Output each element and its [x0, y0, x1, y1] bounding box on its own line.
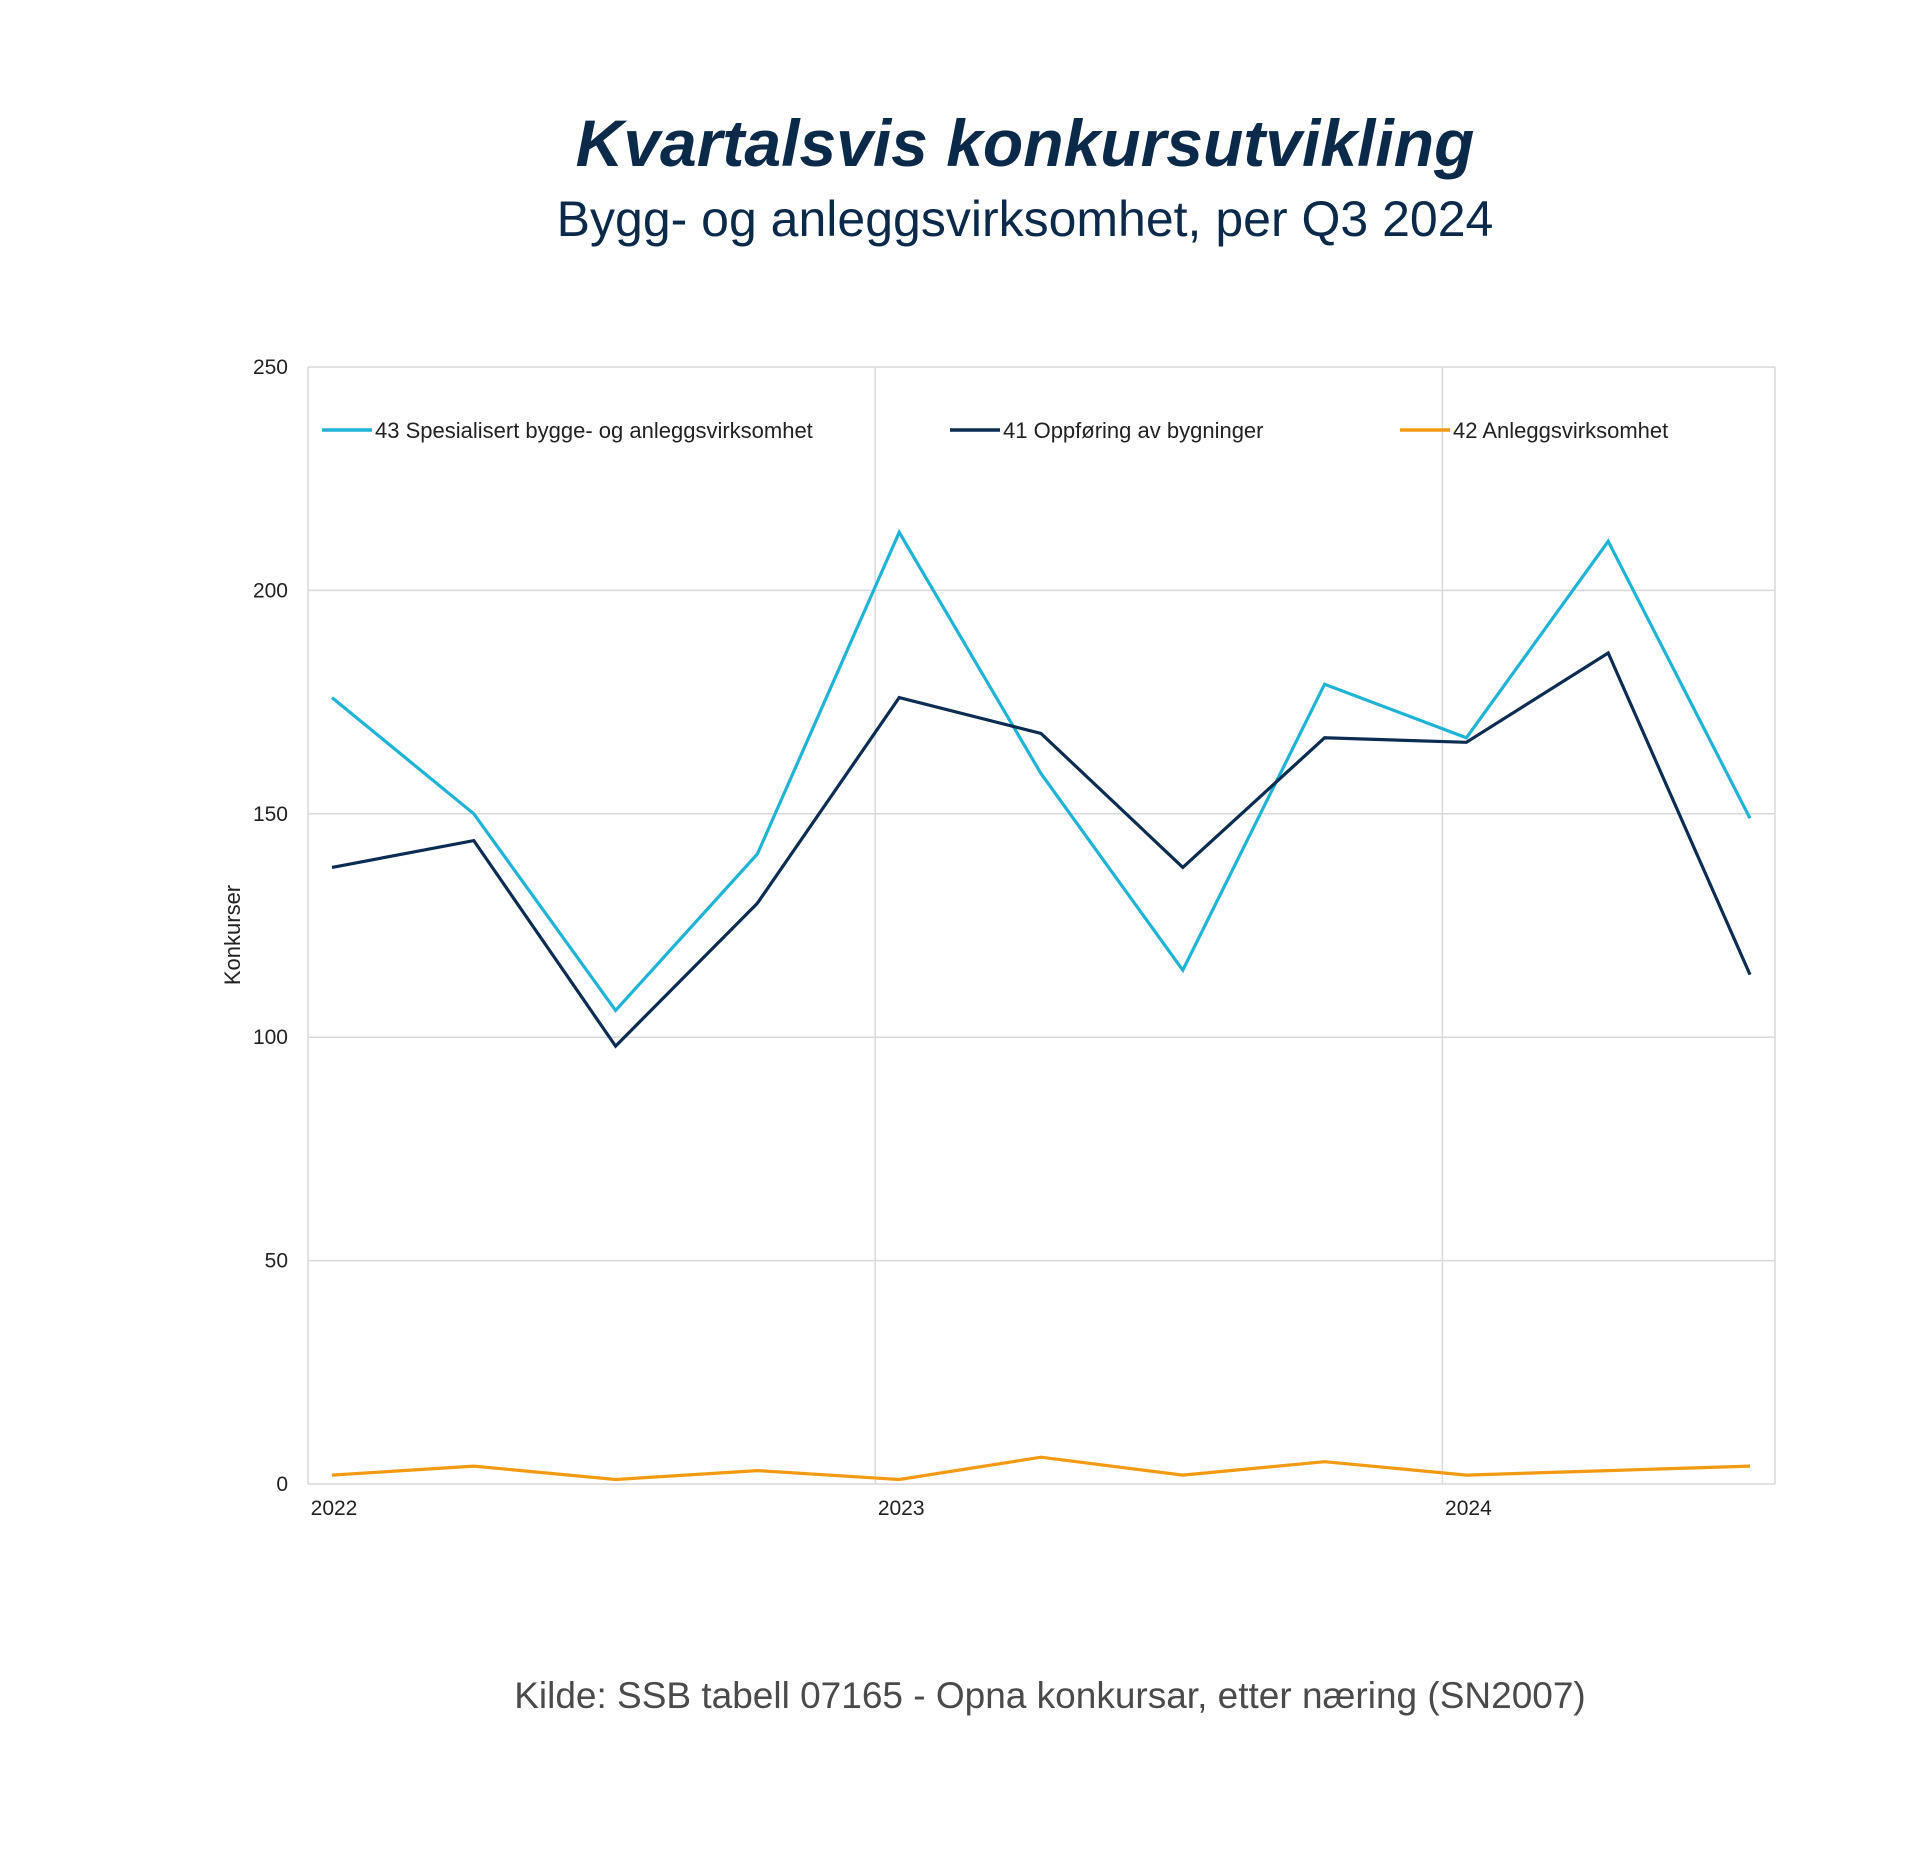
y-tick-label: 150	[253, 803, 288, 826]
series-line	[330, 528, 1752, 1013]
y-tick-label: 200	[253, 579, 288, 602]
y-axis-label: Konkurser	[220, 885, 245, 985]
y-tick-label: 0	[276, 1473, 288, 1496]
legend-label: 41 Oppføring av bygninger	[1003, 418, 1264, 443]
x-tick-label: 2022	[311, 1497, 358, 1520]
chart-subtitle: Bygg- og anleggsvirksomhet, per Q3 2024	[556, 191, 1494, 247]
x-tick-label: 2024	[1445, 1497, 1492, 1520]
x-tick-labels: 2022 2023 2024	[311, 1497, 1492, 1520]
legend: 43 Spesialisert bygge- og anleggsvirksom…	[322, 418, 1668, 443]
grid-lines	[307, 366, 1776, 1485]
legend-label: 42 Anleggsvirksomhet	[1453, 418, 1668, 443]
line-chart: 0 50 100 150 200 250 2022 2023 2024 43 Spesiali…	[220, 356, 1776, 1520]
y-tick-label: 50	[265, 1250, 288, 1273]
y-tick-labels: 0 50 100 150 200 250	[253, 356, 288, 1496]
series-line	[331, 650, 1752, 1049]
series-lines	[330, 528, 1752, 1482]
y-tick-label: 100	[253, 1026, 288, 1049]
chart-title: Kvartalsvis konkursutvikling	[575, 106, 1475, 180]
y-tick-label: 250	[253, 356, 288, 379]
series-line	[331, 1455, 1751, 1482]
legend-label: 43 Spesialisert bygge- og anleggsvirksom…	[375, 418, 813, 443]
x-tick-label: 2023	[878, 1497, 925, 1520]
source-note: Kilde: SSB tabell 07165 - Opna konkursar…	[514, 1675, 1586, 1716]
